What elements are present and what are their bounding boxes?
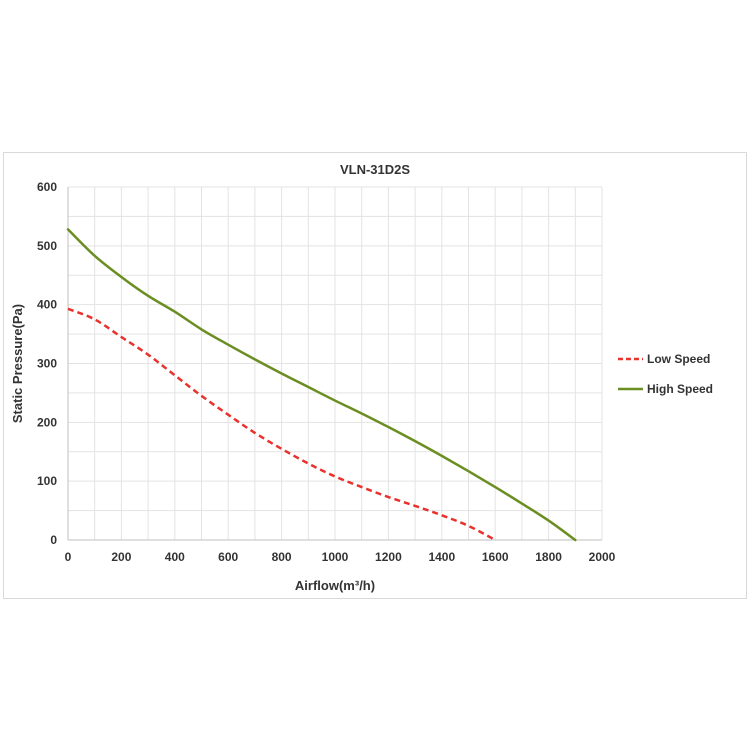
x-tick-label: 1400 bbox=[428, 550, 455, 564]
x-tick-label: 2000 bbox=[589, 550, 616, 564]
chart-frame bbox=[3, 152, 747, 599]
x-tick-label: 1000 bbox=[322, 550, 349, 564]
y-tick-label: 600 bbox=[37, 180, 57, 194]
y-axis-title: Static Pressure(Pa) bbox=[10, 304, 25, 423]
y-tick-label: 200 bbox=[37, 415, 57, 429]
legend: Low Speed High Speed bbox=[618, 352, 713, 396]
axes: 0 200 400 600 800 1000 1200 1400 1600 1800 2000 0 10… bbox=[37, 180, 616, 564]
x-tick-label: 1600 bbox=[482, 550, 509, 564]
x-axis-title: Airflow(m³/h) bbox=[295, 578, 375, 593]
series-lines bbox=[66, 228, 577, 542]
series-line-high-speed bbox=[66, 228, 577, 542]
y-tick-label: 400 bbox=[37, 298, 57, 312]
x-tick-label: 600 bbox=[218, 550, 238, 564]
x-tick-label: 400 bbox=[165, 550, 185, 564]
x-tick-label: 1800 bbox=[535, 550, 562, 564]
series-line-low-speed bbox=[67, 307, 496, 542]
x-tick-label: 0 bbox=[65, 550, 72, 564]
grid bbox=[67, 186, 603, 541]
x-tick-label: 1200 bbox=[375, 550, 402, 564]
y-tick-label: 100 bbox=[37, 474, 57, 488]
legend-label: Low Speed bbox=[647, 352, 710, 366]
x-tick-label: 200 bbox=[111, 550, 131, 564]
y-tick-label: 300 bbox=[37, 357, 57, 371]
y-tick-label: 500 bbox=[37, 239, 57, 253]
x-tick-label: 800 bbox=[272, 550, 292, 564]
y-tick-label: 0 bbox=[50, 533, 57, 547]
chart-title: VLN-31D2S bbox=[340, 162, 410, 177]
legend-label: High Speed bbox=[647, 382, 713, 396]
